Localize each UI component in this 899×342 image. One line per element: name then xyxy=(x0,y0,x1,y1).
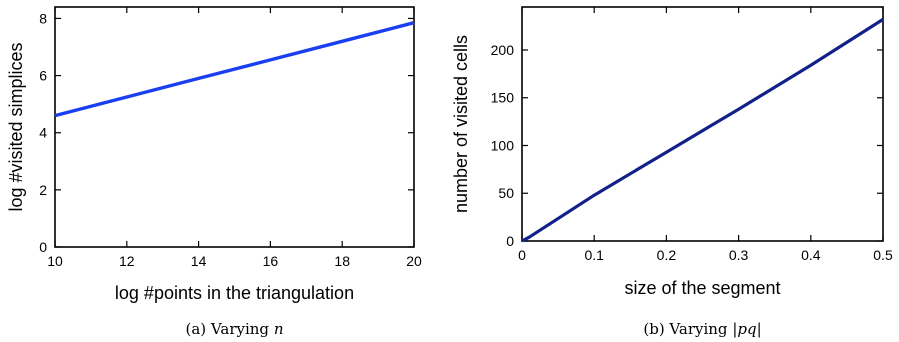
y-tick-label-b: 0 xyxy=(506,233,514,249)
x-tick-label-a: 20 xyxy=(406,253,422,269)
y-tick-label-a: 0 xyxy=(39,239,47,255)
x-tick-label-a: 10 xyxy=(47,253,63,269)
ticks-a: 10 12 14 16 18 20 0 2 4 6 8 xyxy=(39,7,422,269)
y-tick-label-b: 200 xyxy=(491,42,515,58)
chart-panel-a: 10 12 14 16 18 20 0 2 4 6 8 log #points in the tri… xyxy=(6,6,422,338)
x-tick-label-a: 12 xyxy=(119,253,135,269)
y-tick-label-b: 150 xyxy=(491,90,515,106)
x-tick-label-b: 0.1 xyxy=(584,247,604,263)
y-axis-title-a: log #visited simplices xyxy=(6,42,26,211)
caption-b: (b) Varying |pq| xyxy=(643,320,761,338)
y-tick-label-a: 2 xyxy=(39,182,47,198)
y-tick-label-b: 50 xyxy=(498,185,514,201)
x-tick-label-b: 0.5 xyxy=(873,247,893,263)
x-tick-label-a: 16 xyxy=(263,253,279,269)
x-tick-label-b: 0.2 xyxy=(657,247,677,263)
series-a xyxy=(54,21,415,118)
y-tick-label-b: 100 xyxy=(491,137,515,153)
plot-frame-a xyxy=(54,6,415,248)
x-tick-label-a: 14 xyxy=(191,253,207,269)
y-tick-label-a: 8 xyxy=(39,10,47,26)
x-tick-label-a: 18 xyxy=(334,253,350,269)
series-b xyxy=(521,18,884,243)
y-tick-label-a: 4 xyxy=(39,125,47,141)
x-axis-title-b: size of the segment xyxy=(624,278,780,298)
x-axis-title-a: log #points in the triangulation xyxy=(115,283,354,303)
x-tick-label-b: 0.3 xyxy=(729,247,749,263)
series-line-a-0 xyxy=(54,21,415,118)
y-axis-title-b: number of visited cells xyxy=(451,35,471,213)
y-tick-label-a: 6 xyxy=(39,68,47,84)
ticks-b: 0 0.1 0.2 0.3 0.4 0.5 0 50 100 150 200 xyxy=(491,7,893,263)
chart-panel-b: 0 0.1 0.2 0.3 0.4 0.5 0 50 100 150 200 size of the… xyxy=(451,6,893,338)
series-line-b-0 xyxy=(521,18,884,243)
plot-frame-b xyxy=(521,6,884,242)
x-tick-label-b: 0 xyxy=(518,247,526,263)
caption-a: (a) Varying n xyxy=(186,320,284,338)
x-tick-label-b: 0.4 xyxy=(801,247,821,263)
